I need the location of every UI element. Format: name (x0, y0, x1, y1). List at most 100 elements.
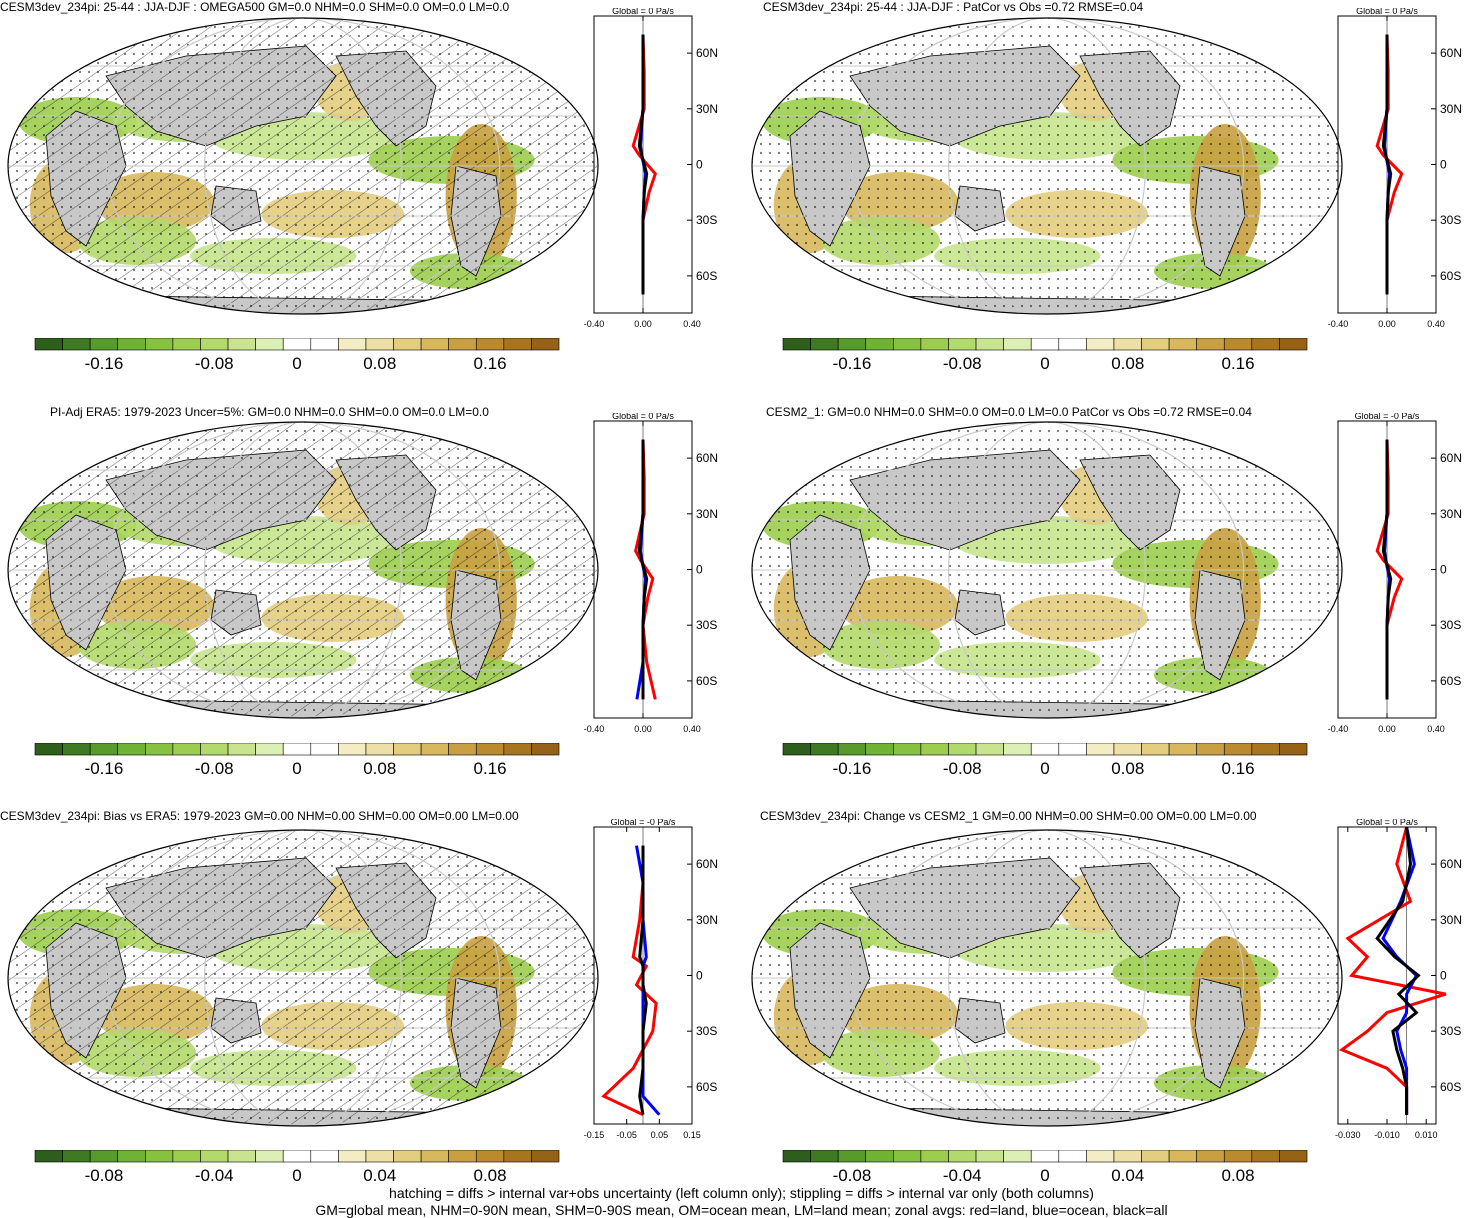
zonal-mean-plot: Global = -0 Pa/s 60N 30N 0 30S 60S -0.15 -0.05 0… (584, 819, 718, 1140)
zonal-x-tick-label: 0.15 (683, 1130, 701, 1140)
latitude-tick-label: 0 (696, 969, 703, 983)
latitude-tick-label: 60N (696, 857, 718, 871)
latitude-tick-label: 0 (696, 563, 703, 577)
colorbar: -0.16 -0.08 0 0.08 0.16 (782, 338, 1308, 373)
zonal-x-tick-label: 0.05 (651, 1130, 669, 1140)
colorbar: -0.08 -0.04 0 0.04 0.08 (34, 1150, 560, 1185)
colorbar-tick-label: -0.08 (195, 759, 234, 778)
zonal-land-line (601, 845, 658, 1117)
colorbar-tick-label: 0.16 (1222, 354, 1255, 373)
latitude-tick-label: 60S (1440, 269, 1461, 283)
colorbar-tick-label: 0.08 (474, 1166, 507, 1185)
map-plot (7, 17, 599, 315)
colorbar-tick-label: 0 (292, 1166, 301, 1185)
latitude-tick-label: 30S (696, 618, 717, 632)
zonal-mean-plot: Global = -0 Pa/s 60N 30N 0 30S 60S -0.40 0.00 0.… (1328, 413, 1462, 734)
colorbar-tick-label: 0.16 (474, 354, 507, 373)
colorbar-tick-label: -0.16 (85, 354, 124, 373)
latitude-tick-label: 0 (1440, 158, 1447, 172)
colorbar-tick-label: -0.08 (943, 354, 982, 373)
zonal-x-tick-label: -0.010 (1374, 1130, 1400, 1140)
map-title: PI-Adj ERA5: 1979-2023 Uncer=5%: GM=0.0 … (50, 405, 489, 419)
latitude-tick-label: 0 (1440, 969, 1447, 983)
zonal-x-tick-label: 0.40 (683, 319, 701, 329)
zonal-x-tick-label: 0.010 (1415, 1130, 1438, 1140)
colorbar-tick-label: -0.08 (833, 1166, 872, 1185)
latitude-tick-label: 60S (696, 674, 717, 688)
latitude-tick-label: 30S (696, 213, 717, 227)
zonal-title: Global = -0 Pa/s (611, 819, 676, 827)
colorbar-tick-label: 0.08 (1111, 759, 1144, 778)
latitude-tick-label: 30N (1440, 102, 1462, 116)
map-plot (751, 421, 1343, 719)
zonal-x-tick-label: -0.15 (584, 1130, 605, 1140)
zonal-mean-plot: Global = 0 Pa/s 60N 30N 0 30S 60S -0.40 0.00 0.4… (584, 413, 718, 734)
latitude-tick-label: 60N (696, 46, 718, 60)
map-plot (751, 829, 1343, 1127)
map-plot (7, 829, 599, 1127)
latitude-tick-label: 60N (696, 451, 718, 465)
latitude-tick-label: 30N (1440, 913, 1462, 927)
latitude-tick-label: 60S (696, 269, 717, 283)
colorbar: -0.16 -0.08 0 0.08 0.16 (782, 743, 1308, 778)
zonal-x-tick-label: 0.40 (683, 724, 701, 734)
colorbar-tick-label: 0.08 (1222, 1166, 1255, 1185)
colorbar: -0.08 -0.04 0 0.04 0.08 (782, 1150, 1308, 1185)
latitude-tick-label: 60N (1440, 857, 1462, 871)
latitude-tick-label: 60N (1440, 451, 1462, 465)
colorbar-tick-label: -0.08 (195, 354, 234, 373)
colorbar-tick-label: 0 (1040, 759, 1049, 778)
zonal-title: Global = 0 Pa/s (612, 8, 674, 16)
zonal-all-line (637, 34, 649, 295)
zonal-all-line (1381, 439, 1393, 700)
zonal-x-tick-label: 0.00 (634, 724, 652, 734)
latitude-tick-label: 60N (1440, 46, 1462, 60)
colorbar-tick-label: 0.04 (363, 1166, 396, 1185)
map-plot (751, 17, 1343, 315)
zonal-title: Global = -0 Pa/s (1355, 413, 1420, 421)
zonal-mean-plot: Global = 0 Pa/s 60N 30N 0 30S 60S -0.030 -0.010… (1335, 819, 1462, 1140)
zonal-all-line (1381, 34, 1393, 295)
zonal-all-line (637, 439, 649, 700)
zonal-x-tick-label: 0.00 (634, 319, 652, 329)
colorbar-tick-label: -0.16 (85, 759, 124, 778)
colorbar-tick-label: -0.08 (85, 1166, 124, 1185)
latitude-tick-label: 60S (696, 1080, 717, 1094)
latitude-tick-label: 30S (1440, 1024, 1461, 1038)
zonal-mean-plot: Global = 0 Pa/s 60N 30N 0 30S 60S -0.40 0.00 0.4… (584, 8, 718, 329)
latitude-tick-label: 60S (1440, 674, 1461, 688)
map-title: CESM3dev_234pi: 25-44 : JJA-DJF : OMEGA5… (0, 0, 510, 14)
colorbar-tick-label: 0.16 (1222, 759, 1255, 778)
latitude-tick-label: 30S (1440, 618, 1461, 632)
zonal-x-tick-label: -0.40 (1328, 724, 1349, 734)
zonal-mean-plot: Global = 0 Pa/s 60N 30N 0 30S 60S -0.40 0.00 0.4… (1328, 8, 1462, 329)
zonal-title: Global = 0 Pa/s (612, 413, 674, 421)
colorbar-tick-label: -0.16 (833, 354, 872, 373)
map-plot (7, 421, 599, 719)
zonal-ocean-line (1381, 826, 1419, 1115)
colorbar-tick-label: -0.08 (943, 759, 982, 778)
zonal-title: Global = 0 Pa/s (1356, 819, 1418, 827)
colorbar-tick-label: 0 (1040, 354, 1049, 373)
zonal-land-line (1338, 826, 1447, 1115)
latitude-tick-label: 30N (696, 102, 718, 116)
colorbar-tick-label: 0 (1040, 1166, 1049, 1185)
latitude-tick-label: 0 (1440, 563, 1447, 577)
colorbar-tick-label: 0.16 (474, 759, 507, 778)
colorbar-tick-label: 0.08 (363, 354, 396, 373)
colorbar-tick-label: 0.08 (363, 759, 396, 778)
zonal-x-tick-label: 0.00 (1378, 319, 1396, 329)
latitude-tick-label: 30N (696, 507, 718, 521)
zonal-x-tick-label: 0.00 (1378, 724, 1396, 734)
latitude-tick-label: 60S (1440, 1080, 1461, 1094)
map-title: CESM3dev_234pi: Bias vs ERA5: 1979-2023 … (0, 809, 519, 823)
colorbar-tick-label: -0.04 (195, 1166, 234, 1185)
colorbar-tick-label: -0.04 (943, 1166, 982, 1185)
zonal-x-tick-label: -0.40 (1328, 319, 1349, 329)
map-title: CESM2_1: GM=0.0 NHM=0.0 SHM=0.0 OM=0.0 L… (766, 405, 1252, 419)
footer-line-1: hatching = diffs > internal var+obs unce… (389, 1185, 1094, 1201)
footer-line-2: GM=global mean, NHM=0-90N mean, SHM=0-90… (315, 1202, 1168, 1218)
zonal-x-tick-label: -0.05 (616, 1130, 637, 1140)
latitude-tick-label: 30N (1440, 507, 1462, 521)
zonal-all-line (1375, 826, 1421, 1115)
